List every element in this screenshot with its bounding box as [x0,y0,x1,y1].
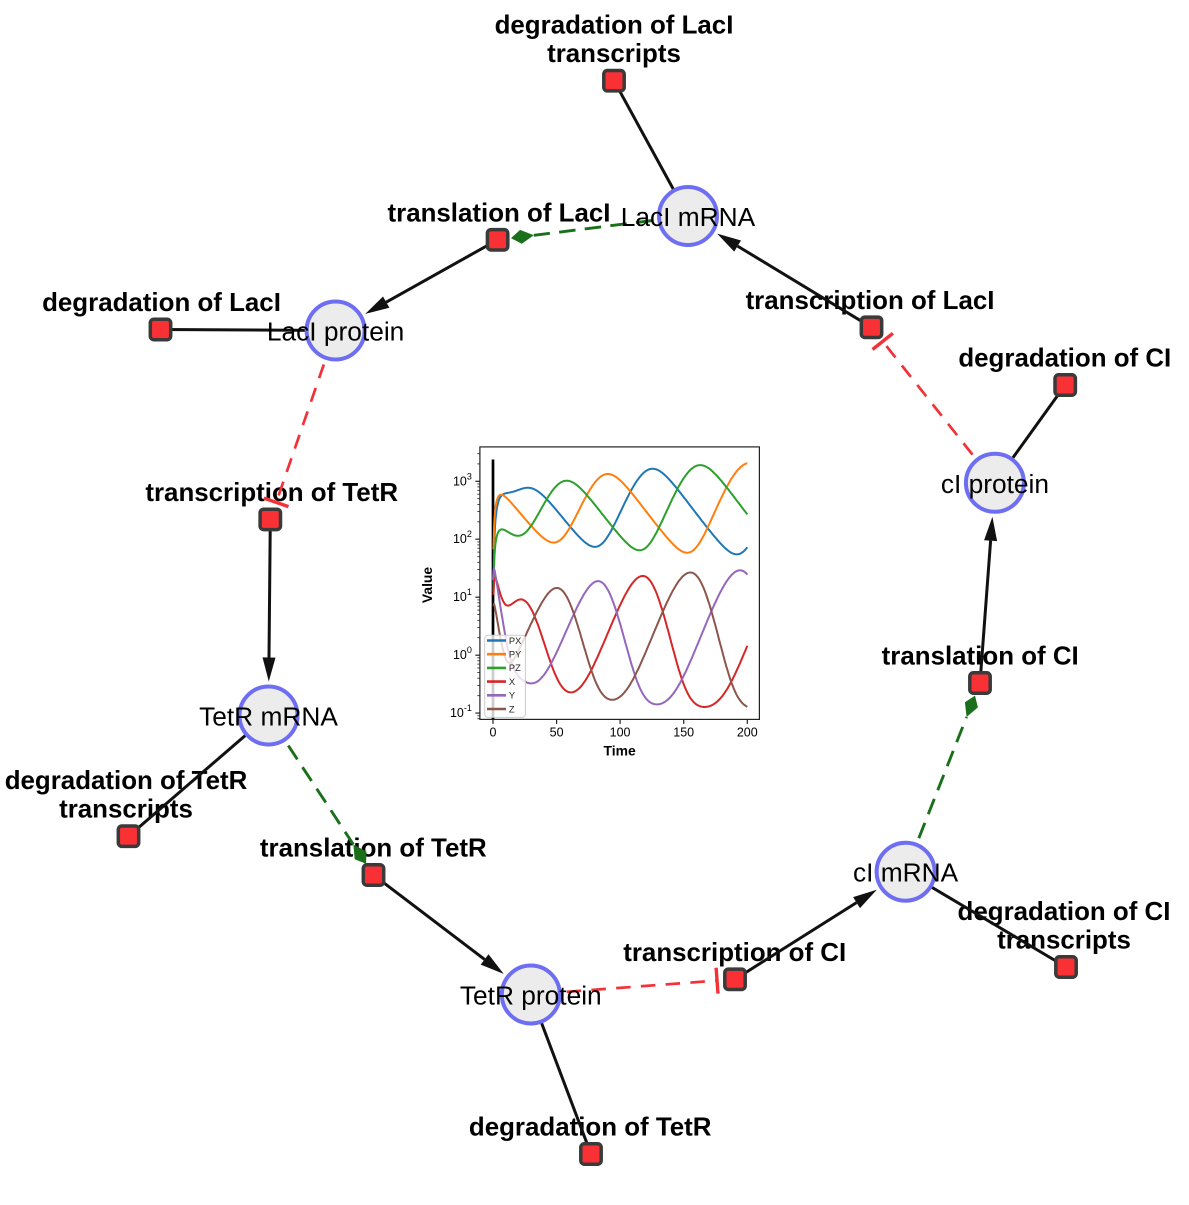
svg-text:translation of LacI: translation of LacI [388,199,611,227]
svg-text:X: X [509,677,515,687]
svg-text:transcripts: transcripts [997,927,1131,955]
svg-text:PX: PX [509,636,521,646]
svg-text:0: 0 [490,725,497,739]
svg-text:LacI mRNA: LacI mRNA [621,202,756,232]
svg-text:200: 200 [737,725,758,739]
svg-text:cI mRNA: cI mRNA [853,858,959,888]
svg-text:degradation of LacI: degradation of LacI [42,289,281,317]
svg-text:Z: Z [509,704,515,714]
svg-text:degradation of LacI: degradation of LacI [495,12,734,40]
svg-text:degradation of TetR: degradation of TetR [469,1114,712,1142]
svg-text:translation of TetR: translation of TetR [260,835,487,863]
svg-text:Value: Value [419,567,435,604]
svg-text:transcription of LacI: transcription of LacI [746,287,995,315]
svg-text:transcription of CI: transcription of CI [623,939,846,967]
svg-text:degradation of CI: degradation of CI [958,898,1171,926]
svg-text:degradation of CI: degradation of CI [958,345,1171,373]
svg-text:transcription of TetR: transcription of TetR [145,479,398,507]
svg-text:Y: Y [509,691,515,701]
svg-text:100: 100 [610,725,631,739]
svg-text:LacI protein: LacI protein [267,317,404,347]
svg-text:cI protein: cI protein [941,469,1049,499]
svg-text:50: 50 [550,725,564,739]
svg-text:transcripts: transcripts [547,40,681,68]
svg-text:PZ: PZ [509,663,521,673]
svg-text:degradation of TetR: degradation of TetR [5,767,248,795]
svg-text:TetR mRNA: TetR mRNA [199,702,338,732]
svg-text:150: 150 [673,725,694,739]
svg-text:PY: PY [509,650,521,660]
svg-text:Time: Time [604,742,636,758]
svg-text:TetR protein: TetR protein [460,981,602,1011]
